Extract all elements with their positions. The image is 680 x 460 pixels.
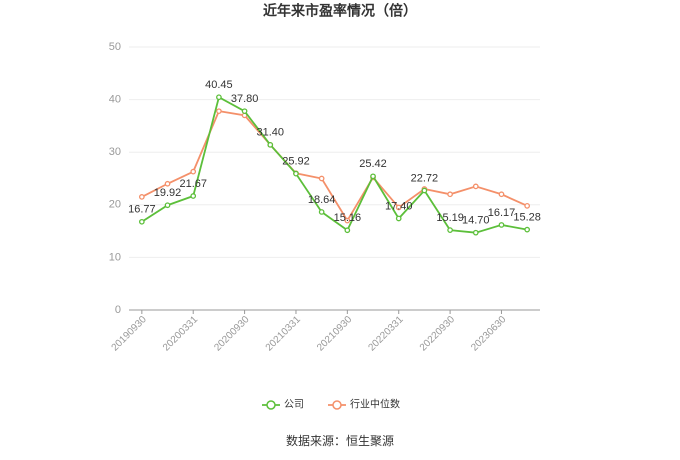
y-tick-label: 10 — [109, 251, 121, 263]
y-tick-label: 30 — [109, 146, 121, 158]
point — [241, 108, 248, 115]
point — [318, 175, 325, 182]
x-tick-label: 20190930 — [110, 314, 150, 354]
series-line — [141, 110, 528, 223]
data-label: 40.45 — [205, 79, 233, 91]
point — [164, 202, 171, 209]
data-label: 14.70 — [462, 215, 490, 227]
data-label: 16.17 — [488, 207, 516, 219]
y-tick-label: 0 — [115, 304, 121, 316]
point — [472, 229, 479, 236]
point — [216, 108, 222, 115]
point — [138, 194, 145, 200]
legend-label: 行业中位数 — [350, 398, 400, 411]
x-tick-label: 20230630 — [469, 314, 509, 354]
series-line — [141, 95, 528, 234]
data-label: 19.92 — [154, 187, 182, 199]
point — [318, 209, 325, 215]
data-label: 21.67 — [179, 178, 207, 190]
point — [370, 173, 376, 180]
point — [293, 170, 299, 177]
point — [447, 191, 453, 198]
point — [395, 204, 402, 211]
point — [344, 217, 351, 224]
point — [498, 191, 505, 198]
data-label: 25.92 — [282, 156, 310, 168]
data-label: 37.80 — [231, 93, 259, 105]
point — [395, 215, 402, 222]
data-label: 15.19 — [436, 212, 464, 224]
data-label: 16.77 — [128, 204, 156, 216]
x-tick-label: 20200930 — [212, 314, 252, 354]
data-label: 17.40 — [385, 200, 413, 212]
y-tick-label: 50 — [109, 41, 121, 53]
point — [190, 193, 197, 199]
point — [524, 203, 531, 209]
point — [216, 94, 222, 101]
data-label: 15.28 — [513, 212, 541, 224]
point — [447, 227, 453, 233]
legend-marker — [266, 400, 276, 410]
point — [164, 180, 171, 187]
legend-label: 公司 — [284, 400, 304, 411]
point — [421, 187, 428, 194]
point — [524, 226, 531, 233]
point — [472, 183, 479, 190]
data-label: 15.16 — [334, 212, 362, 224]
y-tick-label: 20 — [109, 199, 121, 211]
chart-title: 近年来市盈率情况（倍） — [263, 3, 417, 19]
point — [138, 218, 145, 225]
data-label: 18.64 — [308, 194, 336, 206]
data-label: 22.72 — [411, 172, 439, 184]
x-tick-label: 20220331 — [366, 314, 406, 354]
data-label: 31.40 — [257, 127, 285, 139]
point — [498, 222, 505, 228]
point — [344, 227, 351, 234]
y-tick-label: 40 — [109, 94, 121, 106]
point — [190, 168, 197, 175]
point — [267, 141, 274, 148]
x-tick-label: 20220930 — [418, 314, 458, 354]
data-label: 25.42 — [359, 158, 387, 170]
source: 数据来源：恒生聚源 — [286, 433, 394, 448]
x-tick-label: 20210331 — [264, 314, 304, 354]
x-tick-label: 20200331 — [161, 314, 201, 354]
x-tick-label: 20210930 — [315, 314, 355, 354]
legend-marker — [332, 400, 342, 410]
